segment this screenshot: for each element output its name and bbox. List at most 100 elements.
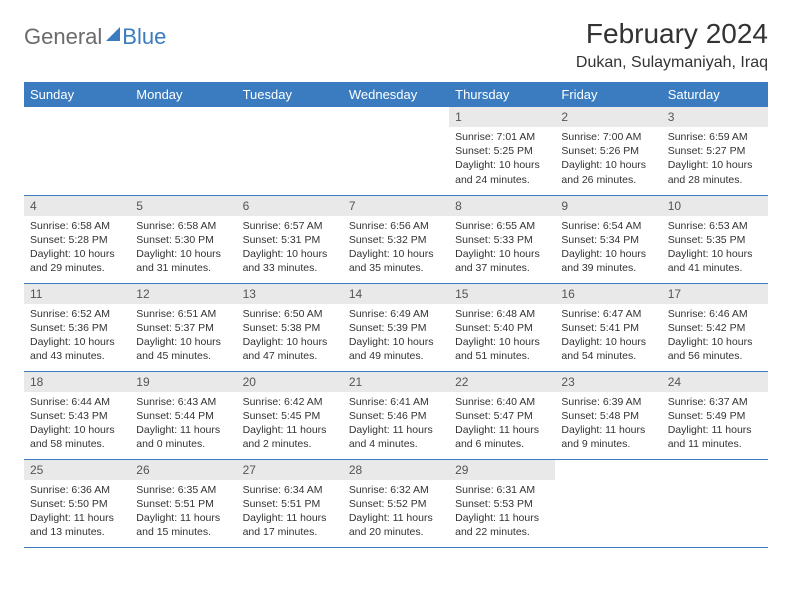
day-number: 10: [662, 196, 768, 216]
day-data: Sunrise: 6:34 AMSunset: 5:51 PMDaylight:…: [237, 480, 343, 544]
day-data: Sunrise: 6:58 AMSunset: 5:30 PMDaylight:…: [130, 216, 236, 280]
day-data: Sunrise: 6:52 AMSunset: 5:36 PMDaylight:…: [24, 304, 130, 368]
day-data: Sunrise: 6:57 AMSunset: 5:31 PMDaylight:…: [237, 216, 343, 280]
calendar-cell: 12Sunrise: 6:51 AMSunset: 5:37 PMDayligh…: [130, 283, 236, 371]
calendar-cell: 22Sunrise: 6:40 AMSunset: 5:47 PMDayligh…: [449, 371, 555, 459]
calendar-cell: 24Sunrise: 6:37 AMSunset: 5:49 PMDayligh…: [662, 371, 768, 459]
calendar-cell: 18Sunrise: 6:44 AMSunset: 5:43 PMDayligh…: [24, 371, 130, 459]
calendar-head: SundayMondayTuesdayWednesdayThursdayFrid…: [24, 82, 768, 107]
day-number: 26: [130, 460, 236, 480]
calendar-cell: 19Sunrise: 6:43 AMSunset: 5:44 PMDayligh…: [130, 371, 236, 459]
calendar-cell: 4Sunrise: 6:58 AMSunset: 5:28 PMDaylight…: [24, 195, 130, 283]
day-data: Sunrise: 6:55 AMSunset: 5:33 PMDaylight:…: [449, 216, 555, 280]
day-header: Wednesday: [343, 82, 449, 107]
sunrise-text: Sunrise: 6:56 AM: [349, 219, 443, 233]
sunset-text: Sunset: 5:52 PM: [349, 497, 443, 511]
daylight-text: Daylight: 11 hours and 20 minutes.: [349, 511, 443, 539]
day-header: Tuesday: [237, 82, 343, 107]
day-number: 13: [237, 284, 343, 304]
sunrise-text: Sunrise: 6:43 AM: [136, 395, 230, 409]
day-number: 6: [237, 196, 343, 216]
sunrise-text: Sunrise: 6:37 AM: [668, 395, 762, 409]
day-data: Sunrise: 6:50 AMSunset: 5:38 PMDaylight:…: [237, 304, 343, 368]
sunrise-text: Sunrise: 6:44 AM: [30, 395, 124, 409]
daylight-text: Daylight: 11 hours and 2 minutes.: [243, 423, 337, 451]
calendar-cell: 2Sunrise: 7:00 AMSunset: 5:26 PMDaylight…: [555, 107, 661, 195]
day-number: 28: [343, 460, 449, 480]
sunset-text: Sunset: 5:49 PM: [668, 409, 762, 423]
calendar-cell: 28 Sunrise: 6:32 AMSunset: 5:52 PMDayligh…: [343, 459, 449, 547]
calendar-cell: [662, 459, 768, 547]
day-number: 27: [237, 460, 343, 480]
calendar-cell: 26Sunrise: 6:35 AMSunset: 5:51 PMDayligh…: [130, 459, 236, 547]
sunrise-text: Sunrise: 6:41 AM: [349, 395, 443, 409]
day-number: 17: [662, 284, 768, 304]
day-header: Sunday: [24, 82, 130, 107]
sunrise-text: Sunrise: 6:34 AM: [243, 483, 337, 497]
day-header: Friday: [555, 82, 661, 107]
daylight-text: Daylight: 10 hours and 41 minutes.: [668, 247, 762, 275]
day-header: Thursday: [449, 82, 555, 107]
daylight-text: Daylight: 11 hours and 11 minutes.: [668, 423, 762, 451]
calendar-cell: 6Sunrise: 6:57 AMSunset: 5:31 PMDaylight…: [237, 195, 343, 283]
logo: General Blue: [24, 24, 166, 50]
calendar-cell: 14Sunrise: 6:49 AMSunset: 5:39 PMDayligh…: [343, 283, 449, 371]
calendar-cell: 16Sunrise: 6:47 AMSunset: 5:41 PMDayligh…: [555, 283, 661, 371]
day-number: 3: [662, 107, 768, 127]
day-number: 5: [130, 196, 236, 216]
sunset-text: Sunset: 5:43 PM: [30, 409, 124, 423]
day-header: Saturday: [662, 82, 768, 107]
daylight-text: Daylight: 10 hours and 51 minutes.: [455, 335, 549, 363]
calendar-cell: [555, 459, 661, 547]
day-number: 25: [24, 460, 130, 480]
day-number: 23: [555, 372, 661, 392]
sunrise-text: Sunrise: 6:42 AM: [243, 395, 337, 409]
daylight-text: Daylight: 10 hours and 43 minutes.: [30, 335, 124, 363]
daylight-text: Daylight: 10 hours and 49 minutes.: [349, 335, 443, 363]
calendar-week: 18Sunrise: 6:44 AMSunset: 5:43 PMDayligh…: [24, 371, 768, 459]
day-number: 8: [449, 196, 555, 216]
calendar-cell: 29Sunrise: 6:31 AMSunset: 5:53 PMDayligh…: [449, 459, 555, 547]
header: General Blue February 2024 Dukan, Sulaym…: [24, 18, 768, 72]
calendar-cell: [24, 107, 130, 195]
daylight-text: Daylight: 10 hours and 47 minutes.: [243, 335, 337, 363]
sunset-text: Sunset: 5:37 PM: [136, 321, 230, 335]
day-number: 29: [449, 460, 555, 480]
daylight-text: Daylight: 10 hours and 29 minutes.: [30, 247, 124, 275]
calendar-table: SundayMondayTuesdayWednesdayThursdayFrid…: [24, 82, 768, 548]
daylight-text: Daylight: 11 hours and 9 minutes.: [561, 423, 655, 451]
sunset-text: Sunset: 5:45 PM: [243, 409, 337, 423]
daylight-text: Daylight: 10 hours and 26 minutes.: [561, 158, 655, 186]
calendar-week: 11Sunrise: 6:52 AMSunset: 5:36 PMDayligh…: [24, 283, 768, 371]
calendar-cell: 5Sunrise: 6:58 AMSunset: 5:30 PMDaylight…: [130, 195, 236, 283]
day-number: 21: [343, 372, 449, 392]
daylight-text: Daylight: 11 hours and 0 minutes.: [136, 423, 230, 451]
daylight-text: Daylight: 11 hours and 6 minutes.: [455, 423, 549, 451]
calendar-week: 25Sunrise: 6:36 AMSunset: 5:50 PMDayligh…: [24, 459, 768, 547]
sunrise-text: Sunrise: 6:53 AM: [668, 219, 762, 233]
day-number: 7: [343, 196, 449, 216]
day-data: Sunrise: 6:39 AMSunset: 5:48 PMDaylight:…: [555, 392, 661, 456]
calendar-cell: 20Sunrise: 6:42 AMSunset: 5:45 PMDayligh…: [237, 371, 343, 459]
sunset-text: Sunset: 5:40 PM: [455, 321, 549, 335]
sunset-text: Sunset: 5:25 PM: [455, 144, 549, 158]
sunrise-text: Sunrise: 6:59 AM: [668, 130, 762, 144]
daylight-text: Daylight: 11 hours and 15 minutes.: [136, 511, 230, 539]
calendar-cell: 23Sunrise: 6:39 AMSunset: 5:48 PMDayligh…: [555, 371, 661, 459]
sunrise-text: Sunrise: 6:36 AM: [30, 483, 124, 497]
day-data: Sunrise: 7:01 AMSunset: 5:25 PMDaylight:…: [449, 127, 555, 191]
calendar-cell: 1Sunrise: 7:01 AMSunset: 5:25 PMDaylight…: [449, 107, 555, 195]
daylight-text: Daylight: 11 hours and 22 minutes.: [455, 511, 549, 539]
sunrise-text: Sunrise: 6:52 AM: [30, 307, 124, 321]
sunrise-text: Sunrise: 6:32 AM: [349, 483, 443, 497]
title-block: February 2024 Dukan, Sulaymaniyah, Iraq: [576, 18, 768, 72]
sunset-text: Sunset: 5:48 PM: [561, 409, 655, 423]
sunset-text: Sunset: 5:51 PM: [136, 497, 230, 511]
day-data: Sunrise: 6:40 AMSunset: 5:47 PMDaylight:…: [449, 392, 555, 456]
day-data: Sunrise: 6:59 AMSunset: 5:27 PMDaylight:…: [662, 127, 768, 191]
daylight-text: Daylight: 10 hours and 24 minutes.: [455, 158, 549, 186]
sunset-text: Sunset: 5:47 PM: [455, 409, 549, 423]
daylight-text: Daylight: 10 hours and 31 minutes.: [136, 247, 230, 275]
sunrise-text: Sunrise: 6:58 AM: [136, 219, 230, 233]
day-header: Monday: [130, 82, 236, 107]
